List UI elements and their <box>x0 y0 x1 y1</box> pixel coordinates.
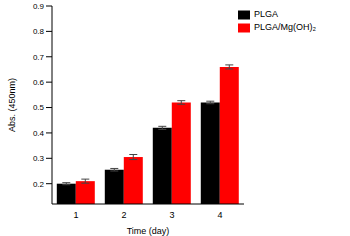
svg-text:2: 2 <box>121 210 126 220</box>
svg-text:1: 1 <box>73 210 78 220</box>
svg-text:0.8: 0.8 <box>33 27 45 36</box>
svg-text:4: 4 <box>217 210 222 220</box>
svg-text:0.2: 0.2 <box>33 180 45 189</box>
html-text:PLGA/Mg(OH)₂: PLGA/Mg(OH)₂ <box>254 22 316 32</box>
svg-text:0.3: 0.3 <box>33 154 45 163</box>
svg-text:Abs. (450nm): Abs. (450nm) <box>8 78 17 132</box>
svg-text:0.7: 0.7 <box>33 53 45 62</box>
html-text:PLGA: PLGA <box>254 9 278 19</box>
svg-text:0.5: 0.5 <box>33 103 45 112</box>
svg-text:0.6: 0.6 <box>33 78 45 87</box>
svg-text:0.4: 0.4 <box>33 129 45 138</box>
svg-text:3: 3 <box>169 210 174 220</box>
svg-text:0.9: 0.9 <box>33 2 45 11</box>
svg-text:Time (day): Time (day) <box>127 226 170 236</box>
